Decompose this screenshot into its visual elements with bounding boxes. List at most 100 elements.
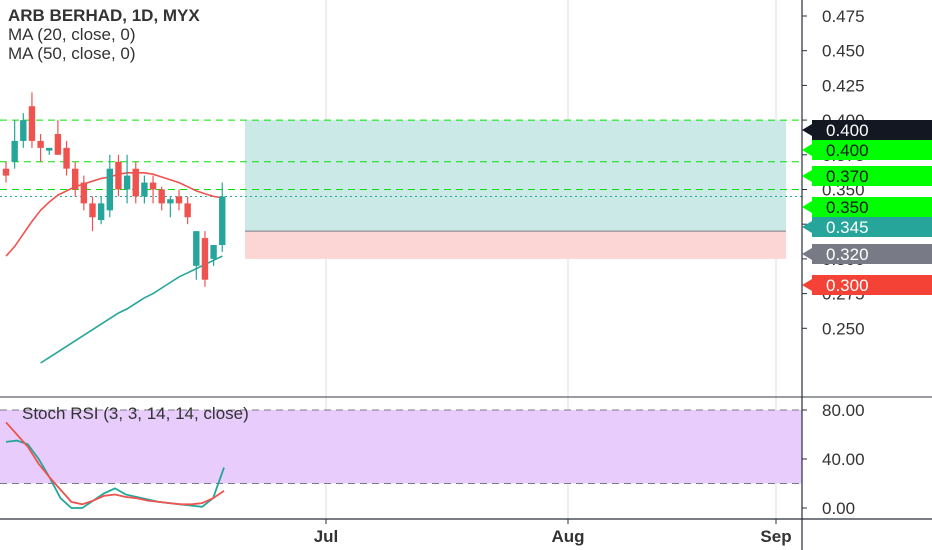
candle <box>193 231 200 280</box>
candle <box>80 175 88 211</box>
candle <box>106 154 113 218</box>
price-label-red: 0.300 <box>802 275 932 295</box>
candle-body <box>115 161 122 190</box>
price-label-text: 0.350 <box>826 198 869 217</box>
price-label-text: 0.300 <box>826 276 869 295</box>
price-label-bg <box>812 244 932 264</box>
candle <box>37 133 44 162</box>
price-tick-label: 0.475 <box>822 7 865 26</box>
candle-body <box>80 182 88 204</box>
stoch-d-line <box>5 421 225 506</box>
candle <box>28 92 36 148</box>
price-label-bg <box>812 197 932 217</box>
candles <box>2 92 226 287</box>
ma50-line <box>40 255 223 364</box>
candle <box>201 231 209 287</box>
price-label-text: 0.320 <box>826 245 869 264</box>
candle-body <box>72 168 79 190</box>
price-label-arrow <box>802 279 812 291</box>
candle-body <box>210 245 217 259</box>
price-label-bg <box>812 140 932 160</box>
position-zones <box>245 120 786 259</box>
price-label-arrow <box>802 170 812 182</box>
stoch-tick-label: 0.00 <box>822 499 855 518</box>
loss-zone <box>245 231 786 259</box>
price-label-text: 0.400 <box>826 141 869 160</box>
price-label-arrow <box>802 248 812 260</box>
price-label-bg <box>812 217 932 237</box>
candle <box>141 175 148 204</box>
candle <box>97 196 105 225</box>
price-label-teal: 0.345 <box>802 217 932 237</box>
candle <box>89 196 96 232</box>
price-label-arrow <box>802 144 812 156</box>
candle-body <box>63 147 70 169</box>
candle <box>11 120 18 169</box>
stoch-band <box>0 410 802 484</box>
candle-body <box>175 196 183 204</box>
candle-body <box>123 175 131 190</box>
time-axis: Jul Aug Sep <box>314 519 792 546</box>
candle <box>54 120 62 155</box>
price-label-bg <box>812 166 932 186</box>
time-tick-jul: Jul <box>314 527 339 546</box>
candle <box>46 147 53 155</box>
price-label-green: 0.400 <box>802 140 932 160</box>
price-label-green: 0.370 <box>802 166 932 186</box>
price-label-arrow <box>802 124 812 136</box>
candle-body <box>106 168 113 211</box>
chart-title: ARB BERHAD, 1D, MYX <box>8 6 200 25</box>
candle-body <box>132 168 139 197</box>
candle-body <box>54 133 62 155</box>
candle <box>132 161 139 204</box>
price-label-green: 0.350 <box>802 197 932 217</box>
stoch-tick-label: 80.00 <box>822 401 865 420</box>
candle <box>63 140 70 176</box>
stoch-tick-label: 40.00 <box>822 450 865 469</box>
price-label-text: 0.370 <box>826 167 869 186</box>
candle-body <box>37 140 44 148</box>
candle <box>184 196 191 225</box>
price-label-arrow <box>802 201 812 213</box>
price-tick-label: 0.425 <box>822 76 865 95</box>
price-label-text: 0.400 <box>826 121 869 140</box>
price-label-bg <box>812 120 932 140</box>
candle <box>149 175 157 204</box>
candle <box>219 182 226 252</box>
candle-body <box>219 196 226 246</box>
candle-body <box>46 147 53 151</box>
candle-body <box>167 199 174 204</box>
candle <box>115 154 122 197</box>
stoch-rsi-pane <box>0 409 802 509</box>
candle-body <box>149 182 157 190</box>
price-label-dark: 0.400 <box>802 120 932 140</box>
candle-body <box>89 203 96 218</box>
ma50-legend: MA (50, close, 0) <box>8 44 136 63</box>
candle <box>2 161 10 183</box>
moving-averages <box>5 172 223 364</box>
candle-body <box>141 182 148 197</box>
candle-body <box>184 203 191 218</box>
candle-body <box>193 231 200 266</box>
candle <box>20 113 27 148</box>
candle <box>158 186 165 211</box>
candle-body <box>28 106 36 141</box>
time-tick-aug: Aug <box>551 527 584 546</box>
candle-body <box>11 140 18 162</box>
candle-body <box>20 120 27 141</box>
candle-body <box>158 189 165 204</box>
grid <box>0 0 932 520</box>
price-tick-label: 0.250 <box>822 319 865 338</box>
candle <box>123 154 131 204</box>
candle-body <box>2 168 10 176</box>
candle <box>72 161 79 197</box>
time-tick-sep: Sep <box>760 527 791 546</box>
ma20-line <box>5 172 223 257</box>
candle <box>175 189 183 211</box>
stoch-rsi-legend: Stoch RSI (3, 3, 14, 14, close) <box>22 404 249 423</box>
price-label-arrow <box>802 221 812 233</box>
candle-body <box>201 238 209 280</box>
candle <box>167 196 174 218</box>
